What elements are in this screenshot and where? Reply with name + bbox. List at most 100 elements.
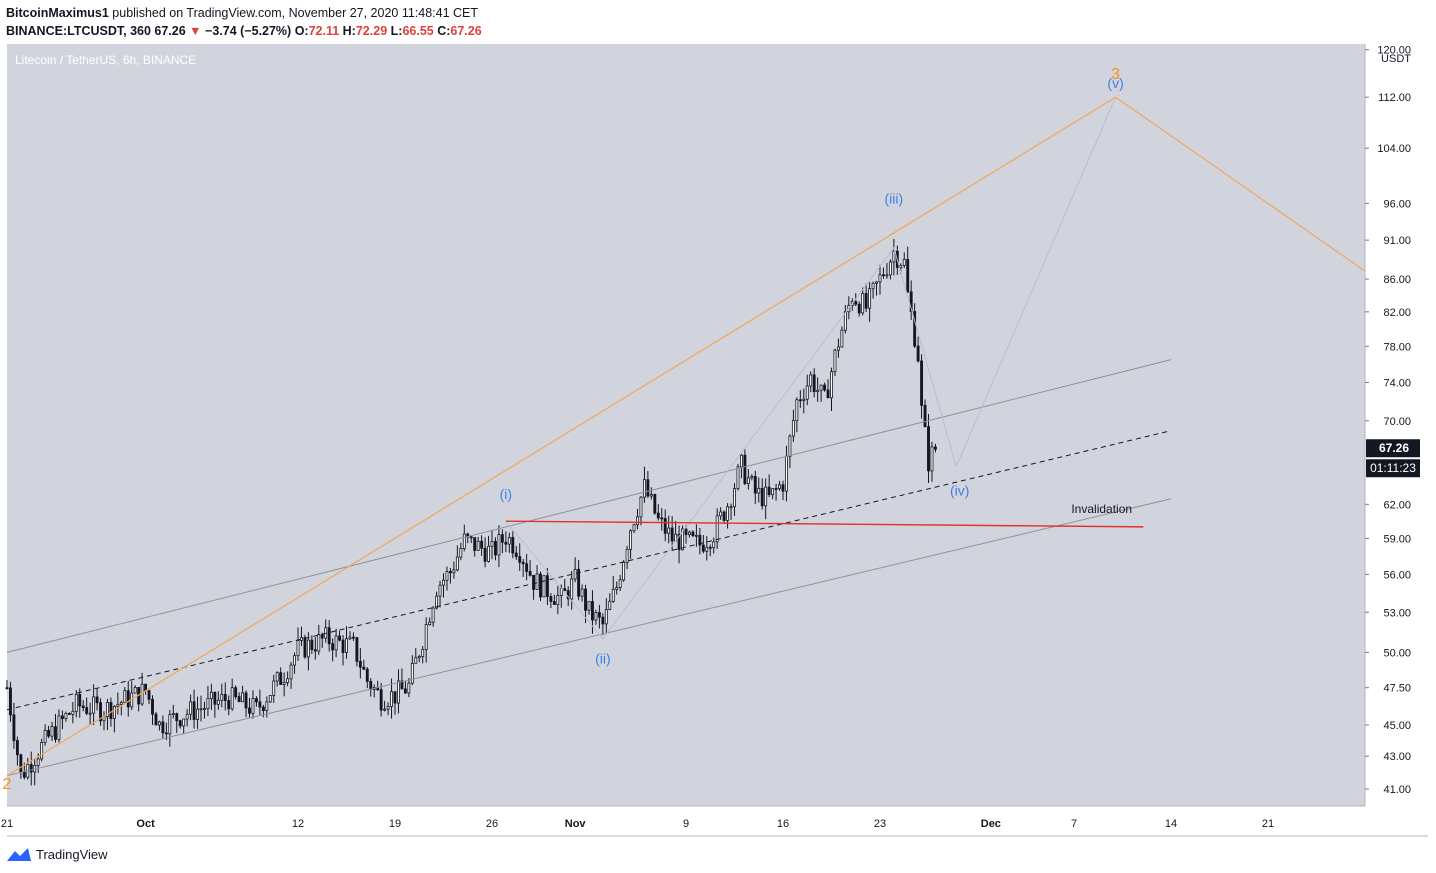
price-tick-label: 112.00 (1378, 92, 1411, 104)
candle (47, 725, 51, 739)
candle (902, 252, 906, 268)
publisher-name[interactable]: BitcoinMaximus1 (6, 6, 109, 20)
candle (722, 510, 726, 523)
candle (251, 690, 255, 719)
candle (220, 683, 224, 708)
candle (95, 688, 99, 711)
candle (476, 536, 480, 551)
candle (798, 390, 802, 408)
candle (60, 710, 64, 730)
candle (864, 283, 868, 313)
candle (192, 689, 196, 729)
high-label: H: (342, 24, 356, 38)
candle (622, 560, 626, 582)
candle (282, 672, 286, 697)
price-tick-label: 96.00 (1383, 198, 1411, 210)
invalidation-line (505, 520, 1144, 528)
candle (365, 667, 369, 689)
chart-pane[interactable] (7, 44, 1365, 806)
candle (9, 681, 12, 722)
candle (400, 668, 404, 690)
candle (403, 680, 407, 694)
candle (791, 409, 795, 442)
candle (552, 594, 556, 605)
candle (694, 524, 698, 547)
candle (636, 508, 639, 530)
price-axis[interactable]: 120.00 112.00 104.00 96.00 91.00 86.00 82.00 78… (1364, 44, 1428, 806)
candle (154, 711, 158, 726)
candle (840, 326, 844, 348)
price-change: −3.74 (−5.27%) (205, 24, 292, 38)
publish-line: BitcoinMaximus1 published on TradingView… (6, 4, 482, 22)
candle (164, 722, 168, 741)
candle (892, 238, 896, 276)
candle (667, 515, 671, 544)
open-value: 72.11 (308, 24, 340, 38)
candle (625, 545, 629, 570)
candle (618, 574, 622, 591)
candle (629, 529, 633, 559)
candle (50, 721, 54, 741)
candle (933, 443, 937, 453)
candle (275, 671, 279, 687)
candle (133, 685, 137, 694)
candle (733, 483, 736, 516)
candle (216, 691, 220, 710)
candle (729, 503, 733, 520)
candle (584, 584, 587, 624)
candle (888, 259, 892, 280)
time-tick-label: 23 (874, 818, 886, 830)
candle (119, 700, 123, 716)
candle (462, 524, 466, 552)
candle (234, 685, 238, 700)
candle (452, 561, 456, 579)
candle (390, 678, 393, 719)
candle (64, 711, 68, 722)
candle (203, 701, 206, 719)
candle (587, 601, 591, 615)
candle (74, 689, 78, 718)
candle (272, 674, 276, 704)
price-tick-label: 47.50 (1383, 683, 1411, 695)
time-axis-bg (7, 806, 1365, 836)
candle (81, 699, 85, 712)
candle (781, 480, 785, 501)
high-value: 72.29 (355, 24, 388, 38)
candle (414, 648, 418, 664)
candle (507, 532, 511, 553)
drawing-lines (6, 96, 1366, 777)
wave-label: 2 (3, 776, 12, 793)
candle (123, 687, 127, 703)
price-tick-label: 59.00 (1383, 533, 1411, 545)
price-tick-label: 50.00 (1383, 647, 1411, 659)
candle (189, 694, 193, 721)
candle (545, 567, 549, 605)
brand-name[interactable]: TradingView (36, 846, 108, 862)
low-value: 66.55 (402, 24, 434, 38)
candle (764, 478, 768, 520)
candle (57, 709, 61, 743)
wave-label: (i) (500, 486, 512, 502)
time-axis[interactable]: 21 Oct 12 19 26 Nov 9 16 23 Dec 7 14 21 (1, 805, 1428, 837)
candle (490, 530, 494, 560)
candle (691, 530, 695, 538)
candle (293, 652, 296, 674)
candle (698, 527, 702, 555)
symbol-label: BINANCE:LTCUSDT, 360 (6, 24, 151, 38)
close-value: 67.26 (450, 24, 482, 38)
candle (719, 507, 723, 520)
candle (334, 628, 338, 658)
candle (677, 525, 681, 564)
time-tick-label: 21 (1262, 818, 1274, 830)
candle (805, 374, 809, 406)
candle (421, 645, 425, 664)
candle (712, 537, 716, 554)
candle (639, 496, 643, 526)
candle (833, 348, 837, 377)
price-tick-label: 43.00 (1383, 751, 1411, 763)
candle (313, 637, 317, 660)
candle (223, 682, 227, 711)
candle (753, 470, 757, 505)
tradingview-logo-icon (7, 848, 31, 861)
